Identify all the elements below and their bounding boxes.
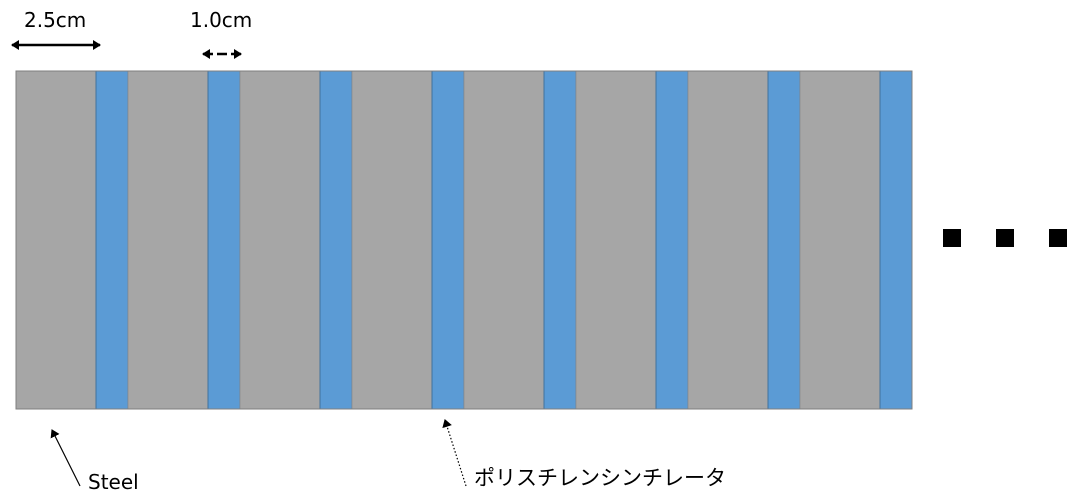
continuation-marks (943, 229, 1067, 247)
continuation-mark (943, 229, 961, 247)
steel-layer (575, 70, 657, 410)
steel-layer (799, 70, 881, 410)
scintillator-layer (879, 70, 913, 410)
continuation-mark (1049, 229, 1067, 247)
steel-layer (15, 70, 97, 410)
steel-layer (463, 70, 545, 410)
steel-thickness-label: 2.5cm (24, 8, 87, 32)
scintillator-layer (431, 70, 465, 410)
steel-layer (127, 70, 209, 410)
steel-label: Steel (88, 470, 139, 494)
scintillator-layer (319, 70, 353, 410)
steel-layer (351, 70, 433, 410)
stack-outline (15, 70, 913, 410)
scintillator-thickness-label: 1.0cm (190, 8, 253, 32)
scintillator-pointer-arrow (442, 419, 467, 487)
scintillator-layer (767, 70, 801, 410)
scintillator-layer (543, 70, 577, 410)
scintillator-label: ポリスチレンシンチレータ (474, 466, 726, 490)
layer-stack (15, 70, 913, 410)
steel-pointer-arrow (50, 429, 81, 487)
steel-layer (239, 70, 321, 410)
continuation-mark (996, 229, 1014, 247)
steel-layer (687, 70, 769, 410)
scintillator-layer (655, 70, 689, 410)
scintillator-layer (207, 70, 241, 410)
scintillator-layer (95, 70, 129, 410)
